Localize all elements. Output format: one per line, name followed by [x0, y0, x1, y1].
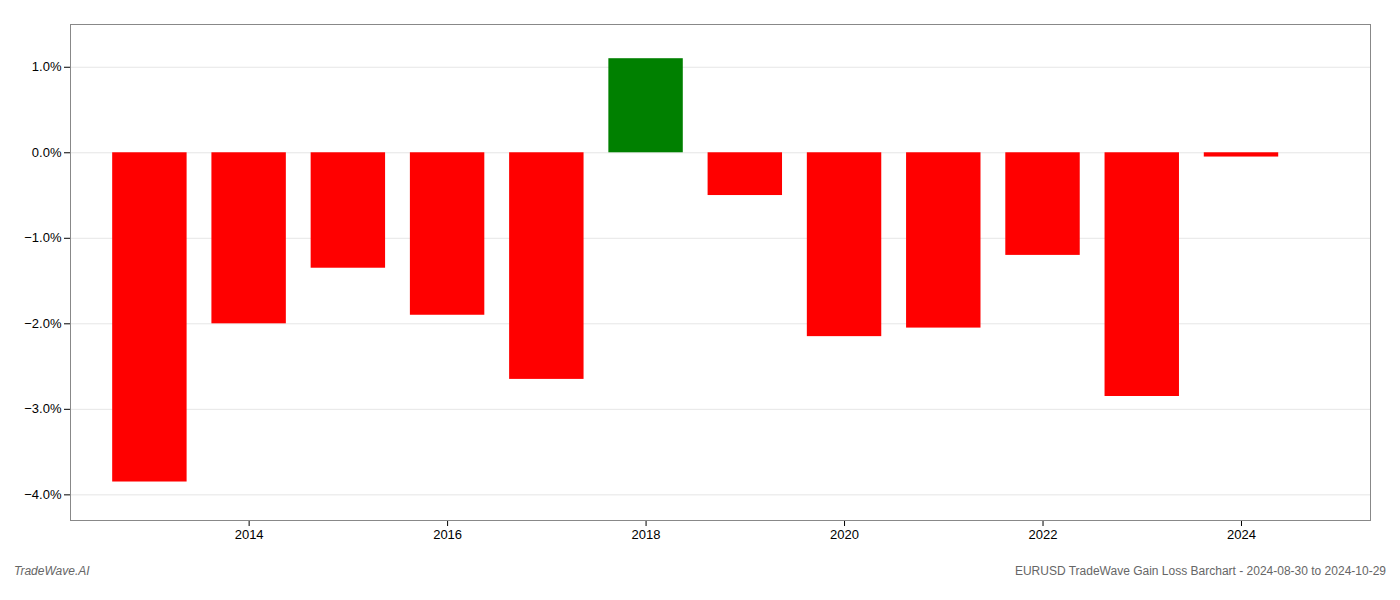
svg-text:−4.0%: −4.0% [24, 487, 62, 502]
html-text:TradeWave.AI: TradeWave.AI [14, 564, 90, 578]
svg-text:−3.0%: −3.0% [24, 401, 62, 416]
html-text:EURUSD TradeWave Gain Loss Bar: EURUSD TradeWave Gain Loss Barchart - 20… [1014, 564, 1386, 578]
svg-text:2022: 2022 [1029, 527, 1058, 542]
svg-text:2018: 2018 [632, 527, 661, 542]
svg-text:−2.0%: −2.0% [24, 316, 62, 331]
svg-text:1.0%: 1.0% [32, 59, 62, 74]
svg-text:2020: 2020 [830, 527, 859, 542]
svg-text:2016: 2016 [433, 527, 462, 542]
svg-text:−1.0%: −1.0% [24, 230, 62, 245]
svg-text:0.0%: 0.0% [32, 145, 62, 160]
svg-text:2014: 2014 [235, 527, 264, 542]
svg-text:2024: 2024 [1227, 527, 1256, 542]
